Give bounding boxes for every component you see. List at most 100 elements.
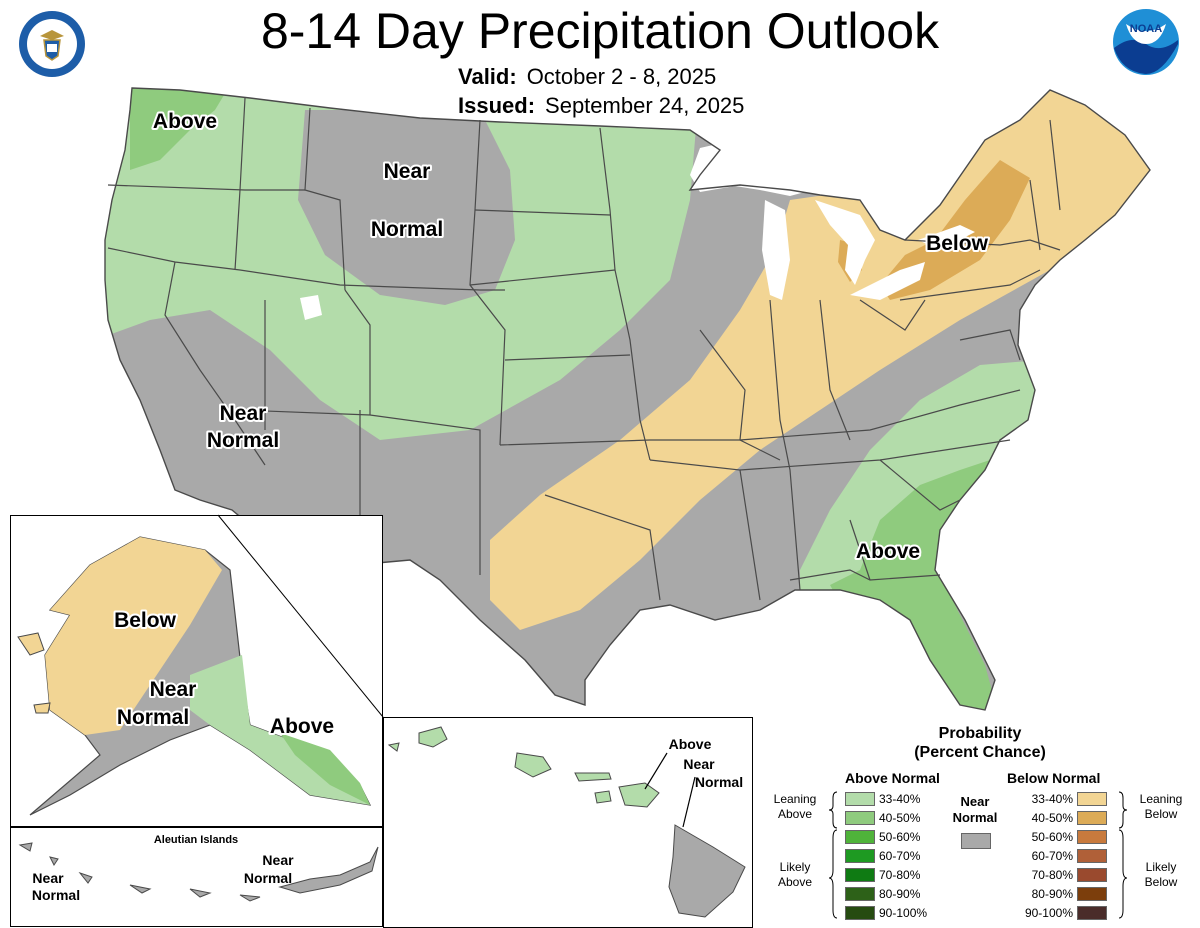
- hawaii-label-normal: Normal: [695, 774, 743, 790]
- legend-swatch-above-3: [845, 849, 875, 863]
- noaa-logo-icon: NOAA: [1113, 9, 1179, 75]
- legend-near-2: Normal: [952, 810, 998, 825]
- issued-label: Issued:: [458, 93, 536, 118]
- aleutians-left-near: Near: [32, 870, 64, 886]
- legend-range-above-5: 80-90%: [879, 887, 921, 901]
- legend-swatch-above-5: [845, 887, 875, 901]
- label-sw-near: Near: [220, 402, 267, 425]
- valid-value: October 2 - 8, 2025: [526, 64, 717, 89]
- noaa-logo-text: NOAA: [1130, 23, 1162, 35]
- legend-likely-below-2: Below: [1144, 875, 1178, 889]
- legend-range-below-2: 50-60%: [1031, 830, 1073, 844]
- issued-value: September 24, 2025: [545, 93, 745, 118]
- legend-leaning-above: Leaning Above: [765, 792, 825, 822]
- above-region-northwest: [130, 88, 230, 170]
- legend-range-above-2: 50-60%: [879, 830, 921, 844]
- hawaii-kauai: [418, 726, 448, 748]
- legend-swatch-below-4: [1077, 868, 1107, 882]
- legend-leaning-below-1: Leaning: [1139, 792, 1183, 806]
- legend-leaning-below-2: Below: [1144, 807, 1178, 821]
- legend-leaning-above-2: Above: [777, 807, 813, 821]
- legend-range-below-6: 90-100%: [1024, 906, 1073, 920]
- lake-huron: [815, 200, 875, 285]
- hawaii-inset: Above Near Normal: [383, 717, 753, 928]
- legend-range-above-0: 33-40%: [879, 792, 921, 806]
- alaska-label-near: Near: [150, 678, 197, 701]
- alaska-label-above: Above: [270, 715, 334, 738]
- legend-title-line-2: (Percent Chance): [914, 744, 1046, 761]
- alaska-inset: Below Near Normal Above: [10, 515, 383, 827]
- legend-swatch-above-4: [845, 868, 875, 882]
- legend-swatch-below-1: [1077, 811, 1107, 825]
- aleutians-inset: Aleutian Islands Near Normal Near Normal: [10, 827, 383, 927]
- legend-title: Probability (Percent Chance): [765, 724, 1195, 762]
- hawaii-big-island: [668, 824, 746, 918]
- label-nw-above: Above: [153, 110, 217, 133]
- legend-range-above-6: 90-100%: [879, 906, 928, 920]
- hawaii-label-near: Near: [683, 756, 715, 772]
- alaska-above-south: [280, 733, 370, 805]
- label-ne-below: Below: [926, 232, 989, 255]
- alaska-label-below: Below: [114, 609, 177, 632]
- lake-erie: [850, 262, 925, 300]
- label-se-above: Above: [856, 540, 920, 563]
- legend-likely-above-1: Likely: [779, 860, 811, 874]
- great-salt-lake: [300, 295, 322, 320]
- doc-seal-icon: [19, 11, 85, 77]
- near-normal-region-mountain: [298, 110, 515, 305]
- legend-range-above-4: 70-80%: [879, 868, 921, 882]
- legend-near-1: Near: [960, 794, 990, 809]
- legend-range-below-0: 33-40%: [1031, 792, 1073, 806]
- lake-michigan: [762, 200, 790, 300]
- label-sw-normal: Normal: [207, 429, 279, 452]
- valid-label: Valid:: [458, 64, 517, 89]
- legend-range-below-4: 70-80%: [1031, 868, 1073, 882]
- legend-above-title: Above Normal: [845, 770, 940, 786]
- issued-line: Issued: September 24, 2025: [458, 93, 744, 119]
- map-title: 8-14 Day Precipitation Outlook: [260, 3, 940, 59]
- aleutians-right-normal: Normal: [244, 870, 292, 886]
- hawaii-oahu: [514, 752, 552, 778]
- legend-range-below-1: 40-50%: [1031, 811, 1073, 825]
- legend: Probability (Percent Chance) Above Norma…: [765, 722, 1195, 928]
- label-west-near: Near: [384, 160, 431, 183]
- alaska-label-normal: Normal: [117, 706, 189, 729]
- legend-swatch-below-6: [1077, 906, 1107, 920]
- label-west-normal: Normal: [371, 218, 443, 241]
- alaska-island: [17, 632, 45, 656]
- legend-likely-above-2: Above: [777, 875, 813, 889]
- legend-range-below-5: 80-90%: [1031, 887, 1073, 901]
- alaska-below-region: [45, 537, 222, 735]
- aleutians-left-normal: Normal: [32, 887, 80, 903]
- legend-braces: [828, 791, 1128, 919]
- hawaii-niihau: [387, 742, 400, 752]
- legend-swatch-near-normal: [961, 833, 991, 849]
- legend-swatch-below-2: [1077, 830, 1107, 844]
- legend-title-line-1: Probability: [938, 725, 1022, 742]
- hawaii-maui: [618, 782, 660, 808]
- legend-range-above-1: 40-50%: [879, 811, 921, 825]
- hawaii-molokai: [574, 772, 612, 782]
- alaska-island-2: [33, 702, 51, 714]
- legend-likely-below-1: Likely: [1145, 860, 1177, 874]
- legend-below-title: Below Normal: [1007, 770, 1101, 786]
- valid-line: Valid: October 2 - 8, 2025: [458, 64, 716, 90]
- legend-near-normal-label: Near Normal: [945, 794, 1005, 826]
- state-boundaries: [107, 97, 1061, 601]
- legend-likely-below: Likely Below: [1131, 860, 1191, 890]
- legend-swatch-above-1: [845, 811, 875, 825]
- legend-swatch-above-2: [845, 830, 875, 844]
- legend-range-below-3: 60-70%: [1031, 849, 1073, 863]
- legend-swatch-below-5: [1077, 887, 1107, 901]
- legend-range-above-3: 60-70%: [879, 849, 921, 863]
- legend-swatch-below-3: [1077, 849, 1107, 863]
- hawaii-lanai: [594, 790, 612, 804]
- legend-swatch-below-0: [1077, 792, 1107, 806]
- lake-ontario: [918, 225, 975, 250]
- hawaii-label-above: Above: [669, 736, 712, 752]
- aleutian-islands: [18, 842, 379, 902]
- legend-likely-above: Likely Above: [765, 860, 825, 890]
- aleutians-title: Aleutian Islands: [154, 834, 238, 846]
